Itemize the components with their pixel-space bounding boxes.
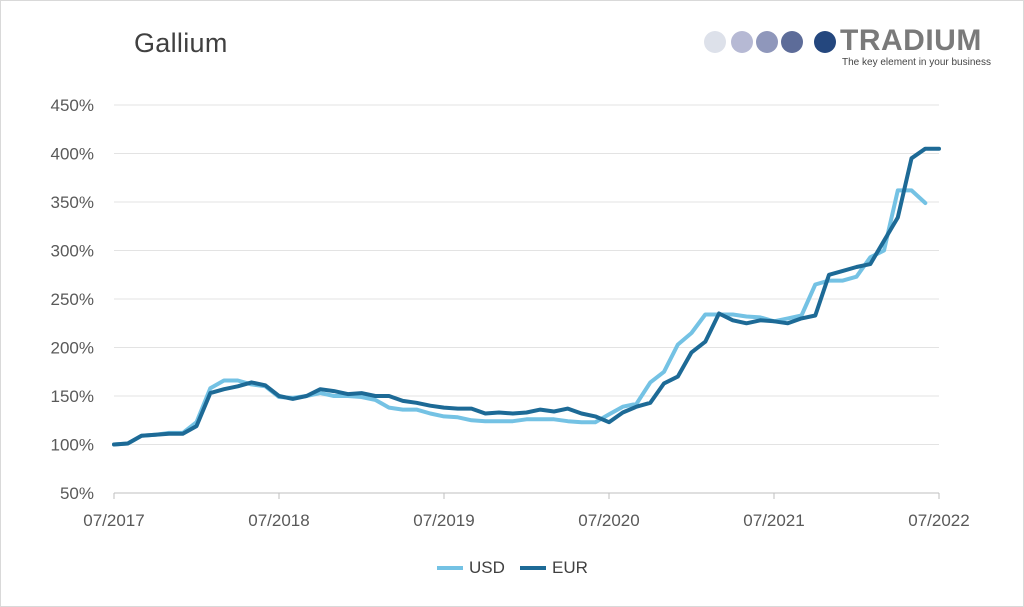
x-tick-label: 07/2020 (578, 511, 639, 530)
legend-swatch-usd (437, 566, 463, 570)
legend-label-usd: USD (469, 558, 505, 577)
x-tick-label: 07/2021 (743, 511, 804, 530)
logo-dot-1 (704, 31, 726, 53)
legend-swatch-eur (520, 566, 546, 570)
legend: USD EUR (0, 556, 1024, 580)
chart-title: Gallium (134, 28, 228, 58)
series-line-eur (112, 146, 941, 447)
y-tick-label: 450% (51, 96, 94, 115)
y-tick-label: 400% (51, 145, 94, 164)
x-tick-label: 07/2019 (413, 511, 474, 530)
tradium-logo: TRADIUM The key element in your business (700, 24, 1000, 74)
x-tick-label: 07/2017 (83, 511, 144, 530)
legend-label-eur: EUR (552, 558, 588, 577)
x-tick-label: 07/2018 (248, 511, 309, 530)
logo-dot-3 (756, 31, 778, 53)
y-tick-label: 50% (60, 484, 94, 503)
legend-item-usd: USD (437, 556, 505, 580)
logo-dot-2 (731, 31, 753, 53)
logo-tagline: The key element in your business (842, 57, 991, 68)
logo-dot-4 (781, 31, 803, 53)
y-tick-label: 300% (51, 242, 94, 261)
logo-dot-5 (814, 31, 836, 53)
x-axis: 07/2017 07/2018 07/2019 07/2020 07/2021 07/20… (83, 492, 970, 530)
legend-item-eur: EUR (520, 556, 588, 580)
y-axis-ticks: 50% 100% 150% 200% 250% 300% 350% 400% 450% (51, 96, 94, 503)
series-lines (112, 146, 941, 447)
logo-brand: TRADIUM (840, 24, 982, 57)
y-tick-label: 350% (51, 193, 94, 212)
y-tick-label: 150% (51, 387, 94, 406)
gridlines (114, 104, 939, 445)
y-tick-label: 250% (51, 290, 94, 309)
y-tick-label: 100% (51, 436, 94, 455)
x-tick-label: 07/2022 (908, 511, 969, 530)
y-tick-label: 200% (51, 339, 94, 358)
